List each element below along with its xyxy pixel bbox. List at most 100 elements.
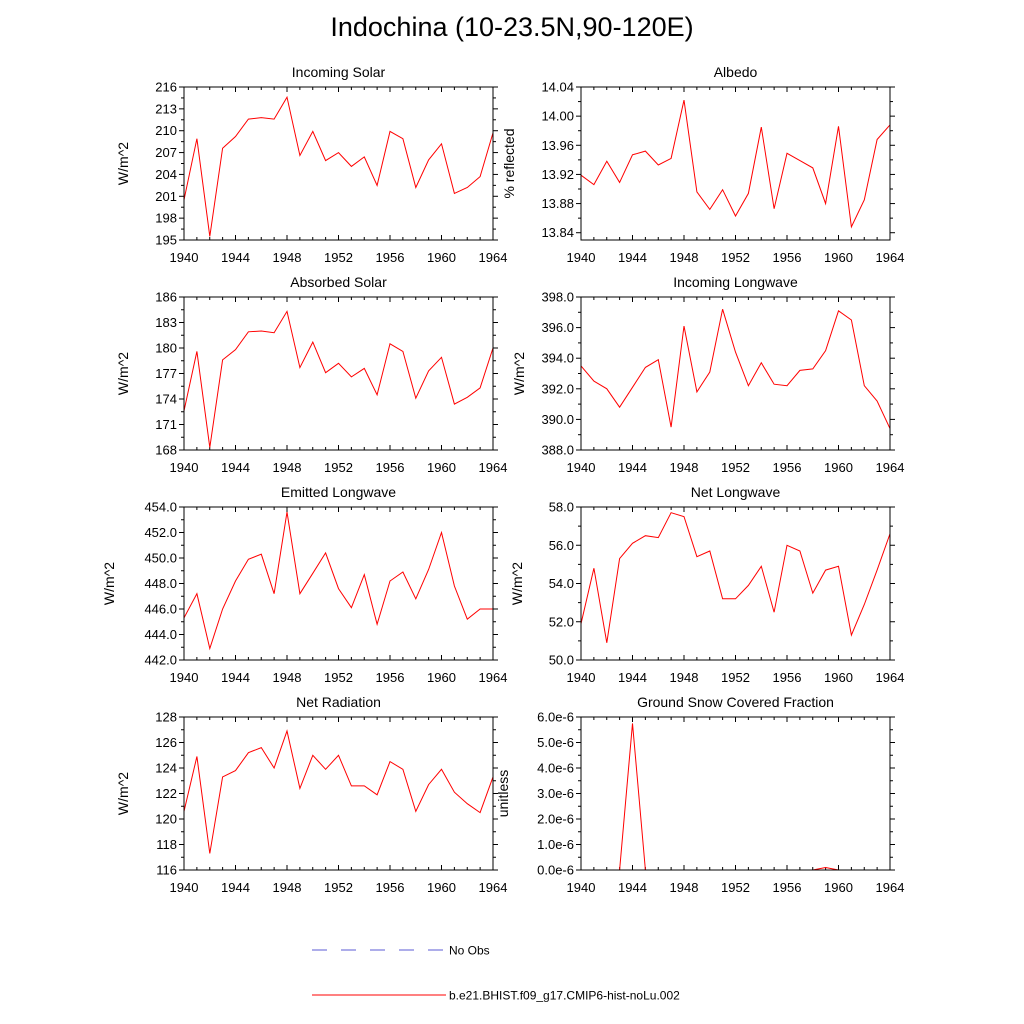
y-tick-label: 3.0e-6 <box>537 786 574 801</box>
plot-frame <box>183 716 494 871</box>
y-tick-label: 124 <box>155 761 177 776</box>
y-tick-label: 14.00 <box>541 109 574 124</box>
y-tick-label: 174 <box>155 392 177 407</box>
x-tick-label: 1940 <box>567 880 596 895</box>
x-tick-label: 1952 <box>721 460 750 475</box>
x-tick-label: 1956 <box>773 670 802 685</box>
legend-model-label: b.e21.BHIST.f09_g17.CMIP6-hist-noLu.002 <box>449 989 680 1003</box>
chart-panel: Net Longwave W/m^2 1940 1944 1948 1952 1956 196… <box>509 484 904 685</box>
x-tick-label: 1948 <box>273 880 302 895</box>
y-tick-label: 168 <box>155 443 177 458</box>
y-tick-label: 388.0 <box>541 443 574 458</box>
series-line <box>580 512 891 643</box>
y-axis-label: W/m^2 <box>101 562 117 605</box>
x-tick-label: 1964 <box>479 250 508 265</box>
y-tick-label: 452.0 <box>144 525 177 540</box>
chart-panel: Incoming Solar W/m^2 1940 1944 1948 1952 1956 1… <box>115 64 507 265</box>
y-tick-label: 183 <box>155 315 177 330</box>
x-tick-label: 1940 <box>567 250 596 265</box>
x-tick-label: 1944 <box>221 670 250 685</box>
y-tick-label: 5.0e-6 <box>537 735 574 750</box>
panel-title: Incoming Longwave <box>673 274 798 290</box>
panel-title: Net Radiation <box>296 694 381 710</box>
y-tick-label: 128 <box>155 710 177 725</box>
y-tick-label: 13.88 <box>541 196 574 211</box>
x-tick-label: 1956 <box>376 670 405 685</box>
y-tick-label: 2.0e-6 <box>537 812 574 827</box>
x-tick-label: 1952 <box>721 250 750 265</box>
y-tick-label: 13.96 <box>541 138 574 153</box>
panel-title: Incoming Solar <box>292 64 386 80</box>
y-tick-label: 0.0e-6 <box>537 863 574 878</box>
x-tick-label: 1964 <box>876 250 905 265</box>
y-axis-label: % reflected <box>501 128 517 198</box>
chart-panel: Absorbed Solar W/m^2 1940 1944 1948 1952 1956 1… <box>115 274 507 475</box>
x-tick-label: 1944 <box>618 460 647 475</box>
y-tick-label: 444.0 <box>144 627 177 642</box>
y-tick-label: 171 <box>155 417 177 432</box>
x-tick-label: 1964 <box>479 670 508 685</box>
y-tick-label: 13.84 <box>541 225 574 240</box>
panel-title: Absorbed Solar <box>290 274 387 290</box>
series-line <box>580 99 891 229</box>
x-tick-label: 1944 <box>618 670 647 685</box>
y-tick-label: 116 <box>156 863 177 878</box>
panel-title: Net Longwave <box>691 484 781 500</box>
y-tick-label: 1.0e-6 <box>537 837 574 852</box>
series-line <box>183 729 494 854</box>
x-tick-label: 1952 <box>721 670 750 685</box>
x-tick-label: 1940 <box>567 460 596 475</box>
x-tick-label: 1956 <box>376 250 405 265</box>
y-tick-label: 216 <box>155 80 177 95</box>
figure-title: Indochina (10-23.5N,90-120E) <box>330 12 694 42</box>
y-tick-label: 14.04 <box>541 80 574 95</box>
x-tick-label: 1940 <box>170 880 199 895</box>
y-tick-label: 177 <box>155 366 177 381</box>
plot-frame <box>183 296 494 451</box>
y-axis-label: W/m^2 <box>115 772 131 815</box>
y-axis-label: W/m^2 <box>115 352 131 395</box>
x-tick-label: 1940 <box>170 250 199 265</box>
series-line <box>183 310 494 448</box>
x-tick-label: 1944 <box>221 460 250 475</box>
y-tick-label: 56.0 <box>549 538 574 553</box>
y-tick-label: 4.0e-6 <box>537 761 574 776</box>
x-tick-label: 1960 <box>427 460 456 475</box>
series-line <box>580 309 891 429</box>
y-tick-label: 398.0 <box>541 290 574 305</box>
plot-frame <box>580 506 891 661</box>
y-tick-label: 118 <box>156 837 177 852</box>
x-tick-label: 1944 <box>618 880 647 895</box>
x-tick-label: 1948 <box>273 670 302 685</box>
x-tick-label: 1948 <box>670 880 699 895</box>
x-tick-label: 1956 <box>773 880 802 895</box>
plot-frame <box>580 296 891 451</box>
plot-frame <box>183 86 494 241</box>
chart-panel: Albedo % reflected 1940 1944 1948 1952 1956 196… <box>501 64 904 265</box>
x-tick-label: 1940 <box>170 670 199 685</box>
legend-obs-label: No Obs <box>449 944 490 958</box>
x-tick-label: 1944 <box>221 880 250 895</box>
chart-panel: Incoming Longwave W/m^2 1940 1944 1948 1952 19… <box>511 274 904 475</box>
y-tick-label: 204 <box>155 167 177 182</box>
x-tick-label: 1960 <box>824 250 853 265</box>
plot-frame <box>580 86 891 241</box>
y-tick-label: 392.0 <box>541 381 574 396</box>
y-axis-label: W/m^2 <box>511 352 527 395</box>
y-tick-label: 210 <box>155 123 177 138</box>
x-tick-label: 1952 <box>324 460 353 475</box>
y-tick-label: 54.0 <box>549 576 574 591</box>
y-axis-label: W/m^2 <box>509 562 525 605</box>
y-tick-label: 120 <box>155 812 177 827</box>
y-tick-label: 195 <box>155 233 177 248</box>
y-tick-label: 390.0 <box>541 412 574 427</box>
y-tick-label: 394.0 <box>541 351 574 366</box>
y-tick-label: 13.92 <box>541 167 574 182</box>
chart-panel: Net Radiation W/m^2 1940 1944 1948 1952 1956 19… <box>115 694 507 895</box>
x-tick-label: 1944 <box>618 250 647 265</box>
y-tick-label: 201 <box>155 189 177 204</box>
x-tick-label: 1956 <box>376 460 405 475</box>
x-tick-label: 1948 <box>670 250 699 265</box>
x-tick-label: 1940 <box>170 460 199 475</box>
y-tick-label: 450.0 <box>144 551 177 566</box>
